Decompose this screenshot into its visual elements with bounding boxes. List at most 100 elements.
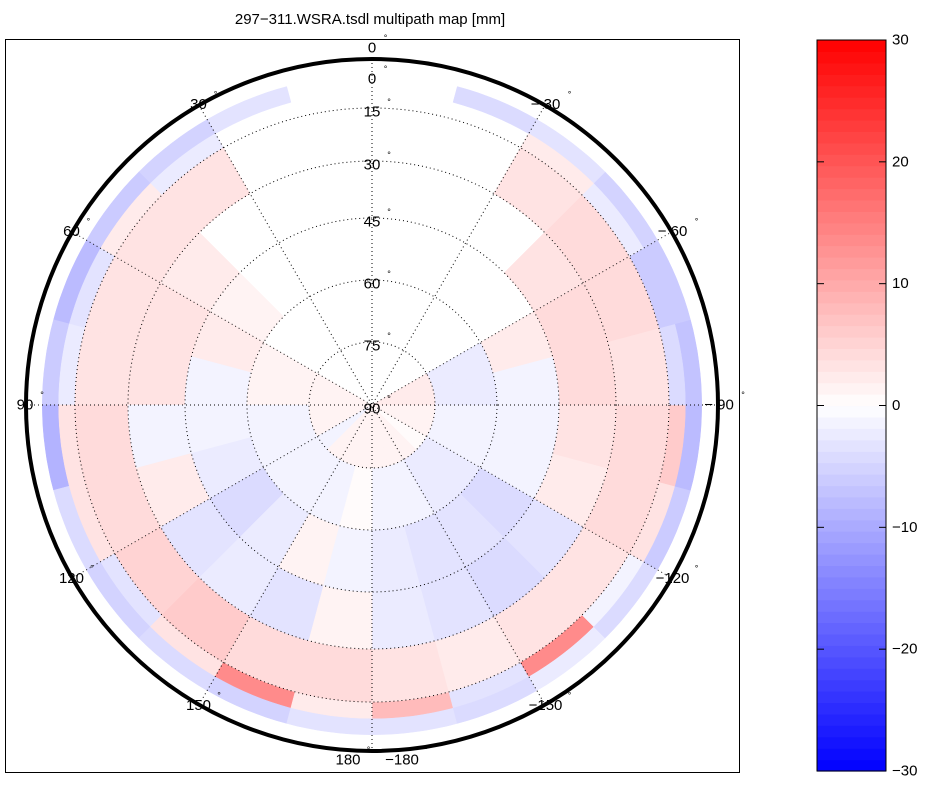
elevation-tick-label: 75 — [364, 338, 381, 355]
colorbar-level — [817, 245, 886, 258]
colorbar-level — [817, 142, 886, 155]
heatmap-cell — [294, 640, 373, 703]
elevation-tick-label-degree: ° — [387, 150, 391, 160]
heatmap-cell — [74, 404, 137, 483]
azimuth-tick-label: −120 — [656, 570, 690, 587]
elevation-ring — [127, 160, 617, 650]
colorbar-level — [817, 222, 886, 235]
azimuth-spoke — [72, 231, 672, 579]
colorbar-level — [817, 428, 886, 441]
heatmap-cell — [607, 327, 670, 406]
colorbar-tick-label: −20 — [892, 641, 917, 658]
azimuth-tick-label: − 60 — [658, 223, 688, 240]
elevation-tick-label: 0 — [368, 71, 376, 88]
colorbar-level — [817, 40, 886, 53]
colorbar-level — [817, 439, 886, 452]
azimuth-tick-label-degree: ° — [40, 390, 44, 400]
colorbar-level — [817, 325, 886, 338]
azimuth-tick-label: 30 — [190, 96, 207, 113]
azimuth-tick-label-degree: ° — [367, 745, 371, 755]
elevation-tick-label-degree: ° — [387, 97, 391, 107]
colorbar-level — [817, 519, 886, 532]
colorbar-level — [817, 336, 886, 349]
colorbar-level — [817, 154, 886, 167]
colorbar-level — [817, 131, 886, 144]
colorbar-level — [817, 542, 886, 555]
colorbar-tick-label: 30 — [892, 32, 909, 49]
colorbar-level — [817, 725, 886, 738]
colorbar-level — [817, 268, 886, 281]
colorbar-level — [817, 314, 886, 327]
colorbar-level — [817, 108, 886, 121]
azimuth-spoke — [198, 105, 546, 705]
colorbar-level — [817, 302, 886, 315]
colorbar-level — [817, 553, 886, 567]
colorbar-level — [817, 51, 886, 64]
heatmap-cells — [42, 86, 702, 735]
elevation-tick-label-degree: ° — [387, 331, 391, 341]
elevation-tick-label-degree: ° — [387, 269, 391, 279]
colorbar-level — [817, 531, 886, 544]
azimuth-tick-label-degree: ° — [741, 390, 745, 400]
azimuth-tick-label-degree: ° — [214, 89, 218, 99]
colorbar-level — [817, 62, 886, 75]
colorbar-level — [817, 291, 886, 304]
colorbar-level — [817, 177, 886, 190]
azimuth-spoke — [198, 105, 546, 705]
elevation-tick-label: 30 — [364, 157, 381, 174]
colorbar-level — [817, 713, 886, 726]
colorbar-level — [817, 736, 886, 749]
elevation-tick-label: 45 — [364, 214, 381, 231]
azimuth-tick-label-degree: ° — [695, 564, 699, 574]
chart-title: 297−311.WSRA.tsdl multipath map [mm] — [235, 11, 505, 28]
azimuth-tick-label: −150 — [529, 697, 563, 714]
elevation-tick-label: 15 — [364, 104, 381, 121]
colorbar-level — [817, 199, 886, 212]
colorbar-level — [817, 599, 886, 612]
colorbar-level — [817, 119, 886, 132]
colorbar-tick-label: 0 — [892, 397, 900, 414]
azimuth-tick-label: 90 — [17, 397, 34, 414]
colorbar-level — [817, 279, 886, 292]
colorbar-level — [817, 565, 886, 578]
colorbar-level — [817, 702, 886, 715]
colorbar-level — [817, 97, 886, 110]
colorbar-level — [817, 633, 886, 646]
colorbar-level — [817, 382, 886, 395]
polar-grid — [24, 57, 720, 753]
azimuth-tick-label: −180 — [385, 752, 419, 769]
colorbar-level — [817, 257, 886, 270]
elevation-tick-label-degree: ° — [387, 394, 391, 404]
colorbar-level — [817, 451, 886, 464]
azimuth-tick-label: 120 — [59, 570, 84, 587]
azimuth-tick-label-degree: ° — [568, 89, 572, 99]
colorbar-level — [817, 668, 886, 681]
colorbar-level — [817, 85, 886, 98]
polar-tick-labels: 0 ° 15 ° 30 ° 45 ° 60 ° 75 ° 90 ° 0 ° 30 ° 60 ° 90 ° 120 ° 150 ° 1… — [17, 33, 746, 769]
colorbar-level — [817, 496, 886, 509]
colorbar-level — [817, 405, 886, 418]
heatmap-cell — [74, 327, 137, 406]
colorbar-level — [817, 588, 886, 601]
azimuth-tick-label-degree: ° — [384, 33, 388, 43]
heatmap-cell — [493, 147, 583, 233]
colorbar-level — [817, 679, 886, 692]
elevation-tick-label: 90 — [364, 401, 381, 418]
colorbar-tick-label: −30 — [892, 763, 917, 780]
colorbar-level — [817, 748, 886, 761]
colorbar-level — [817, 691, 886, 704]
colorbar-level — [817, 611, 886, 624]
elevation-tick-label-degree: ° — [387, 207, 391, 217]
colorbar-level — [817, 211, 886, 224]
azimuth-tick-label: − 90 — [704, 397, 734, 414]
colorbar-level — [817, 508, 886, 521]
heatmap-cell — [452, 86, 538, 134]
colorbar-level — [817, 74, 886, 87]
colorbar-level — [817, 576, 886, 589]
colorbar-level — [817, 188, 886, 201]
heatmap-cell — [607, 404, 670, 483]
colorbar-level — [817, 622, 886, 635]
colorbar-tick-label: −10 — [892, 519, 917, 536]
colorbar-level — [817, 371, 886, 384]
